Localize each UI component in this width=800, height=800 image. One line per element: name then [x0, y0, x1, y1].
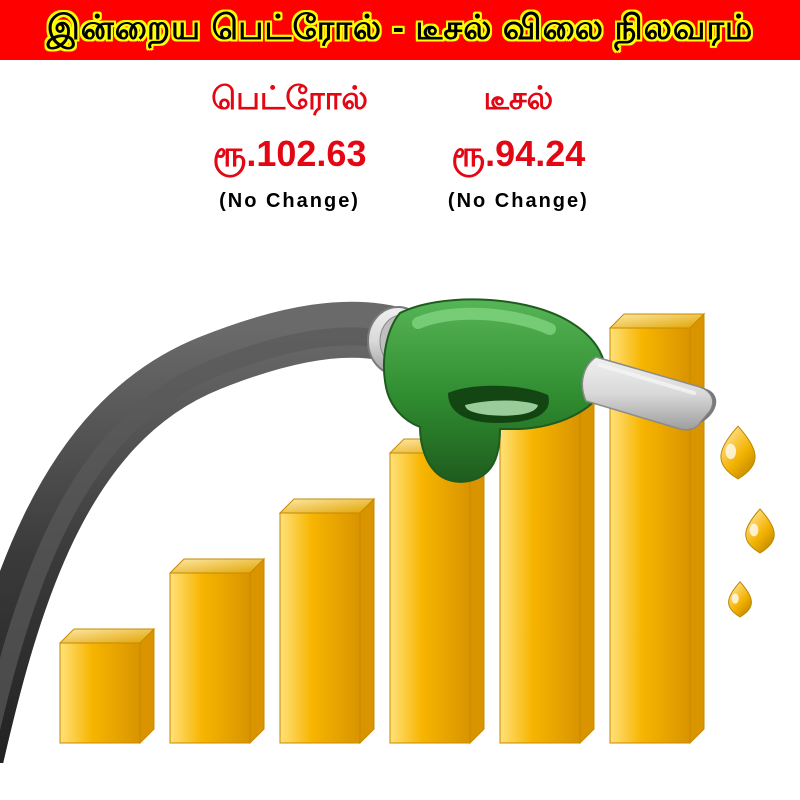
bar — [280, 513, 360, 743]
header-title: இன்றைய பெட்ரோல் - டீசல் விலை நிலவரம் — [47, 9, 754, 52]
bar-side — [580, 379, 594, 743]
chart-svg — [0, 223, 800, 763]
diesel-block: டீசல் ரூ.94.24 (No Change) — [448, 80, 589, 213]
header-banner: இன்றைய பெட்ரோல் - டீசல் விலை நிலவரம் — [0, 0, 800, 60]
bar-top — [60, 629, 154, 643]
bar — [60, 643, 140, 743]
chart-area — [0, 223, 800, 763]
bar-side — [250, 559, 264, 743]
price-row: பெட்ரோல் ரூ.102.63 (No Change) டீசல் ரூ.… — [0, 80, 800, 213]
diesel-status: (No Change) — [448, 190, 589, 213]
petrol-status: (No Change) — [211, 190, 368, 213]
petrol-block: பெட்ரோல் ரூ.102.63 (No Change) — [211, 80, 368, 213]
diesel-label: டீசல் — [448, 80, 589, 121]
petrol-label: பெட்ரோல் — [211, 80, 368, 121]
bar-top — [280, 499, 374, 513]
bar-top — [170, 559, 264, 573]
petrol-price: ரூ.102.63 — [211, 133, 368, 180]
bar-side — [470, 439, 484, 743]
oil-drop-icon — [721, 426, 755, 479]
bar-top — [610, 314, 704, 328]
bar — [170, 573, 250, 743]
bar-side — [140, 629, 154, 743]
bar — [390, 453, 470, 743]
oil-drop-icon — [746, 509, 775, 553]
oil-drop-icon — [729, 582, 752, 617]
bar — [500, 393, 580, 743]
bar-side — [690, 314, 704, 743]
diesel-price: ரூ.94.24 — [448, 133, 589, 180]
bar-side — [360, 499, 374, 743]
